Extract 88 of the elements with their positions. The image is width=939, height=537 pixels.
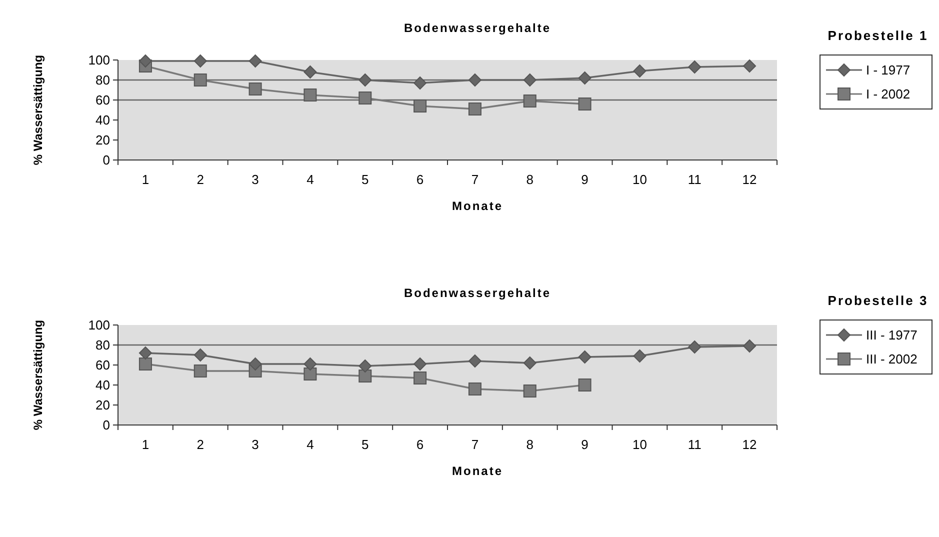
x-tick-label: 6 <box>416 172 424 187</box>
point <box>358 360 372 372</box>
y-tick-label: 20 <box>96 132 110 148</box>
x-tick-label: 12 <box>742 437 757 452</box>
point <box>194 54 207 68</box>
x-tick-label: 9 <box>581 437 588 452</box>
y-tick-label: 20 <box>96 398 110 413</box>
chart-title: Bodenwassergehalte <box>404 286 552 300</box>
x-tick-label: 1 <box>142 437 150 452</box>
x-tick-label: 12 <box>742 172 757 187</box>
point <box>138 358 152 370</box>
legend-label: III - 1977 <box>866 328 918 343</box>
legend-title: Probestelle 3 <box>828 293 928 308</box>
x-tick-label: 4 <box>306 172 314 187</box>
point <box>414 76 427 90</box>
x-tick-label: 1 <box>142 172 150 187</box>
point <box>468 102 482 116</box>
point <box>523 356 536 370</box>
point <box>578 72 592 84</box>
x-tick-label: 6 <box>416 437 424 452</box>
point <box>743 340 756 352</box>
point <box>358 74 372 86</box>
point <box>304 88 317 102</box>
x-tick-label: 10 <box>632 437 647 452</box>
point <box>138 54 152 68</box>
x-tick-label: 4 <box>306 437 314 452</box>
x-tick-label: 5 <box>362 437 369 452</box>
x-tick-label: 2 <box>196 437 204 452</box>
x-tick-label: 8 <box>526 437 534 452</box>
chart-title: Bodenwassergehalte <box>404 21 552 35</box>
y-axis-title: % Wassersättigung <box>31 320 45 430</box>
point <box>248 54 262 68</box>
legend-label: III - 2002 <box>866 352 918 367</box>
x-tick-label: 7 <box>471 437 479 452</box>
point <box>248 358 262 370</box>
x-tick-label: 9 <box>581 172 588 187</box>
y-tick-label: 100 <box>88 318 110 333</box>
point <box>633 64 646 78</box>
point <box>304 66 317 78</box>
point <box>743 60 756 72</box>
y-tick-label: 60 <box>96 358 110 373</box>
point <box>688 60 702 74</box>
point <box>468 382 482 396</box>
x-axis-title: Monate <box>452 199 503 213</box>
point <box>578 378 592 392</box>
point <box>578 98 592 110</box>
x-tick-label: 2 <box>196 172 204 187</box>
point <box>633 350 646 362</box>
x-tick-label: 7 <box>471 172 479 187</box>
point <box>358 370 372 382</box>
point <box>523 94 536 108</box>
legend-title: Probestelle 1 <box>828 28 928 43</box>
x-tick-label: 3 <box>252 172 259 187</box>
point <box>194 364 207 378</box>
y-tick-label: 0 <box>102 152 110 168</box>
point <box>304 368 317 380</box>
x-tick-label: 3 <box>252 437 259 452</box>
legend-label: I - 1977 <box>866 62 910 78</box>
point <box>248 82 262 96</box>
y-tick-label: 100 <box>88 52 110 68</box>
point <box>194 74 207 86</box>
y-tick-label: 40 <box>96 112 110 128</box>
x-tick-label: 11 <box>688 437 702 452</box>
y-tick-label: 80 <box>96 72 110 88</box>
point <box>468 74 482 86</box>
point <box>688 340 702 354</box>
x-tick-label: 5 <box>362 172 369 187</box>
x-tick-label: 10 <box>632 172 647 187</box>
point <box>194 348 207 362</box>
y-axis-title: % Wassersättigung <box>31 54 45 166</box>
point <box>414 100 427 112</box>
y-tick-label: 60 <box>96 92 110 108</box>
x-tick-label: 8 <box>526 172 534 187</box>
point <box>414 372 427 384</box>
point <box>138 346 152 360</box>
legend-label: I - 2002 <box>866 86 910 102</box>
y-tick-label: 0 <box>102 418 110 433</box>
point <box>578 350 592 364</box>
point <box>523 74 536 86</box>
point <box>414 358 427 370</box>
point <box>523 384 536 398</box>
y-tick-label: 40 <box>96 378 110 393</box>
point <box>304 358 317 370</box>
y-tick-label: 80 <box>96 338 110 353</box>
point <box>358 92 372 104</box>
point <box>468 354 482 368</box>
x-tick-label: 11 <box>688 172 702 187</box>
x-axis-title: Monate <box>452 464 503 478</box>
